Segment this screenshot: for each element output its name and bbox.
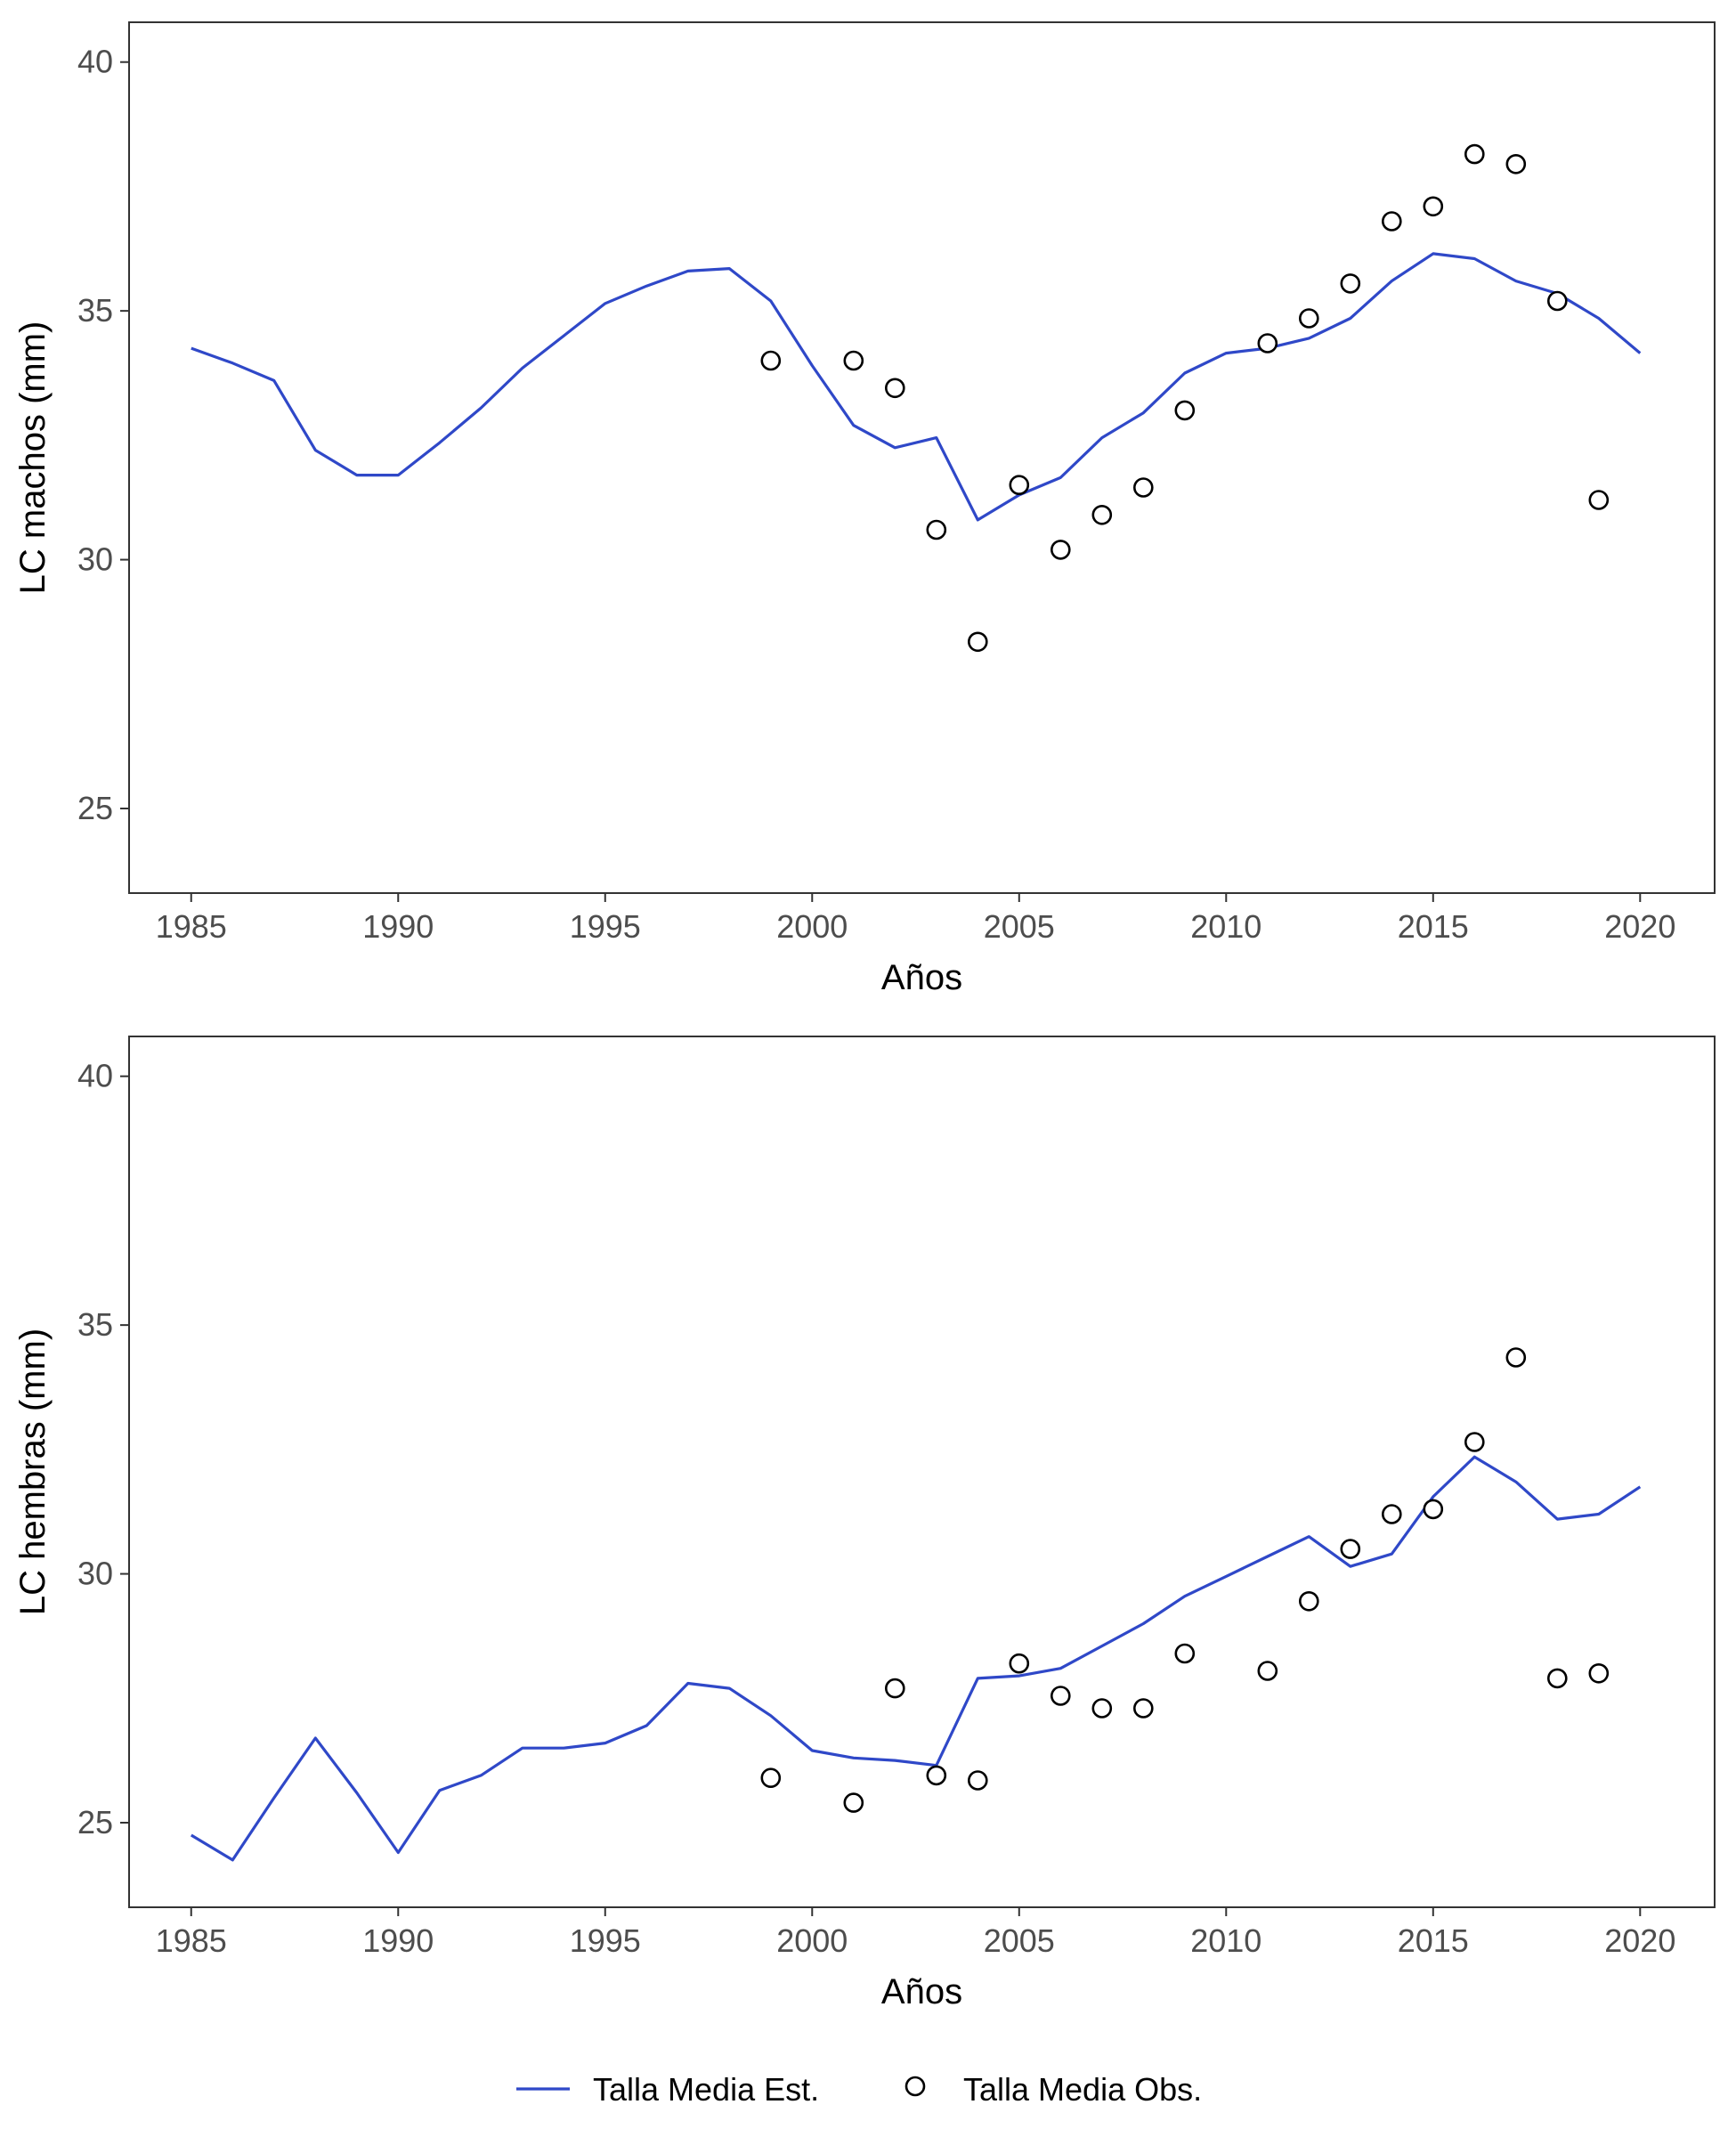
y-tick-label: 40 (77, 44, 113, 80)
y-tick-label: 40 (77, 1058, 113, 1094)
data-point-obs (1464, 1432, 1485, 1452)
legend: Talla Media Est. Talla Media Obs. (516, 2071, 1202, 2108)
y-axis-title: LC hembras (mm) (13, 1329, 53, 1615)
data-point-obs (1505, 154, 1527, 175)
data-point-obs (1340, 273, 1361, 294)
series-line-talla-media-est (191, 252, 1642, 522)
data-point-obs (1257, 1661, 1278, 1681)
legend-item-est: Talla Media Est. (516, 2071, 819, 2108)
data-point-obs (1009, 475, 1030, 496)
data-point-obs (1464, 143, 1485, 165)
legend-circle-symbol (905, 2076, 926, 2097)
panel-hembras: 1985 1990 1995 2000 2005 2010 2015 2020 25 30 35 40… (13, 1036, 1716, 2011)
data-point-obs (1091, 504, 1113, 525)
data-point-obs (926, 519, 947, 540)
y-tick-label: 25 (77, 790, 113, 826)
y-tick-label: 25 (77, 1804, 113, 1840)
x-tick-label: 1985 (156, 908, 227, 945)
x-axis-title: Años (881, 1972, 962, 2011)
x-tick-label: 1990 (362, 1922, 434, 1959)
data-point-obs (1588, 490, 1610, 510)
x-tick-label: 1995 (570, 1922, 641, 1959)
series-line-talla-media-est (190, 1455, 1642, 1862)
plot-area-border (128, 21, 1716, 894)
y-tick-label: 35 (77, 1306, 113, 1343)
panel-machos: 1985 1990 1995 2000 2005 2010 2015 2020 25 30 35 40… (13, 21, 1716, 997)
x-tick-label: 2000 (776, 1922, 848, 1959)
data-point-obs (1382, 211, 1402, 232)
data-point-obs (1257, 333, 1278, 353)
data-point-obs (1091, 1698, 1113, 1719)
plot-area-border (128, 1036, 1716, 1908)
legend-label-obs: Talla Media Obs. (963, 2071, 1202, 2108)
y-tick-label: 30 (77, 1556, 113, 1592)
legend-item-obs: Talla Media Obs. (905, 2071, 1202, 2108)
data-point-obs (843, 1792, 864, 1813)
data-point-obs (1009, 1653, 1030, 1674)
x-tick-label: 2005 (984, 908, 1055, 945)
x-axis-title: Años (881, 958, 962, 997)
data-point-obs (1505, 1347, 1527, 1368)
data-point-obs (1547, 1668, 1568, 1689)
legend-label-est: Talla Media Est. (593, 2071, 819, 2108)
data-point-obs (1299, 308, 1319, 329)
x-tick-label: 2005 (984, 1922, 1055, 1959)
x-tick-label: 2020 (1604, 1922, 1675, 1959)
y-tick-label: 30 (77, 541, 113, 578)
data-point-obs (1299, 1591, 1319, 1612)
data-point-obs (1382, 1504, 1402, 1524)
x-tick-label: 2010 (1190, 1922, 1261, 1959)
data-point-obs (1423, 1499, 1444, 1520)
data-point-obs (1340, 1539, 1361, 1559)
data-point-obs (1547, 290, 1568, 312)
data-point-obs (760, 1767, 782, 1788)
series-points-talla-media-obs (760, 1347, 1610, 1813)
data-point-obs (1051, 1686, 1071, 1706)
data-point-obs (843, 350, 864, 371)
data-point-obs (884, 378, 905, 399)
data-point-obs (1051, 540, 1071, 560)
data-point-obs (1588, 1663, 1610, 1684)
data-point-obs (968, 631, 988, 653)
data-point-obs (884, 1678, 905, 1699)
data-point-obs (1174, 400, 1196, 421)
y-axis-title: LC machos (mm) (13, 321, 53, 595)
data-point-obs (1133, 1698, 1154, 1719)
data-point-obs (968, 1770, 988, 1791)
y-tick-label: 35 (77, 292, 113, 329)
data-point-obs (1174, 1643, 1196, 1664)
series-points-talla-media-obs (760, 143, 1610, 653)
data-point-obs (1133, 477, 1154, 498)
x-tick-label: 1985 (156, 1922, 227, 1959)
x-tick-label: 2015 (1398, 1922, 1469, 1959)
data-point-obs (1423, 196, 1444, 217)
x-tick-label: 2020 (1604, 908, 1675, 945)
data-point-obs (760, 350, 782, 371)
x-tick-label: 2015 (1398, 908, 1469, 945)
x-tick-label: 1995 (570, 908, 641, 945)
data-point-obs (926, 1765, 947, 1786)
x-tick-label: 2000 (776, 908, 848, 945)
x-tick-label: 2010 (1190, 908, 1261, 945)
x-tick-label: 1990 (362, 908, 434, 945)
